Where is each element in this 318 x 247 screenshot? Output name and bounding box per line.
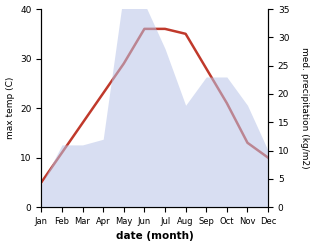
X-axis label: date (month): date (month)	[116, 231, 194, 242]
Y-axis label: med. precipitation (kg/m2): med. precipitation (kg/m2)	[300, 47, 309, 169]
Y-axis label: max temp (C): max temp (C)	[5, 77, 15, 139]
